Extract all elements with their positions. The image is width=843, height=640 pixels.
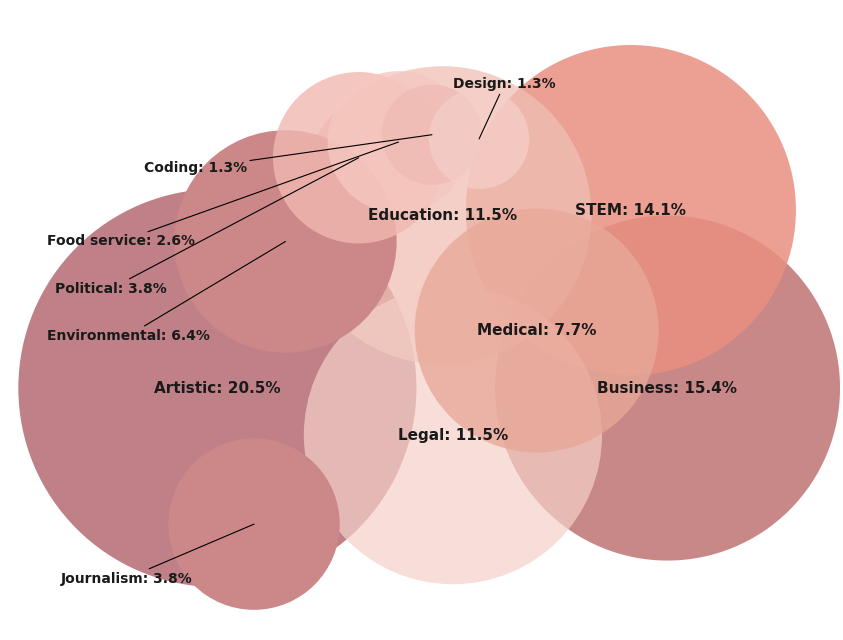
Text: Medical: 7.7%: Medical: 7.7% — [477, 323, 596, 338]
Circle shape — [415, 209, 658, 452]
Circle shape — [175, 131, 397, 353]
Circle shape — [382, 84, 482, 185]
Text: Coding: 1.3%: Coding: 1.3% — [144, 134, 432, 175]
Circle shape — [273, 72, 444, 243]
Text: Design: 1.3%: Design: 1.3% — [453, 77, 556, 139]
Text: Journalism: 3.8%: Journalism: 3.8% — [61, 524, 254, 586]
Text: Environmental: 6.4%: Environmental: 6.4% — [46, 241, 286, 342]
Circle shape — [19, 189, 416, 587]
Text: Legal: 11.5%: Legal: 11.5% — [398, 428, 508, 443]
Circle shape — [466, 45, 796, 375]
Text: Political: 3.8%: Political: 3.8% — [55, 157, 358, 296]
Circle shape — [303, 286, 602, 584]
Text: Education: 11.5%: Education: 11.5% — [368, 208, 517, 223]
Circle shape — [495, 216, 840, 561]
Text: Business: 15.4%: Business: 15.4% — [598, 381, 738, 396]
Circle shape — [429, 89, 529, 189]
Circle shape — [293, 66, 592, 364]
Text: STEM: 14.1%: STEM: 14.1% — [576, 203, 686, 218]
Text: Artistic: 20.5%: Artistic: 20.5% — [154, 381, 281, 396]
Circle shape — [328, 71, 470, 213]
Circle shape — [169, 438, 340, 610]
Text: Food service: 2.6%: Food service: 2.6% — [46, 142, 399, 248]
